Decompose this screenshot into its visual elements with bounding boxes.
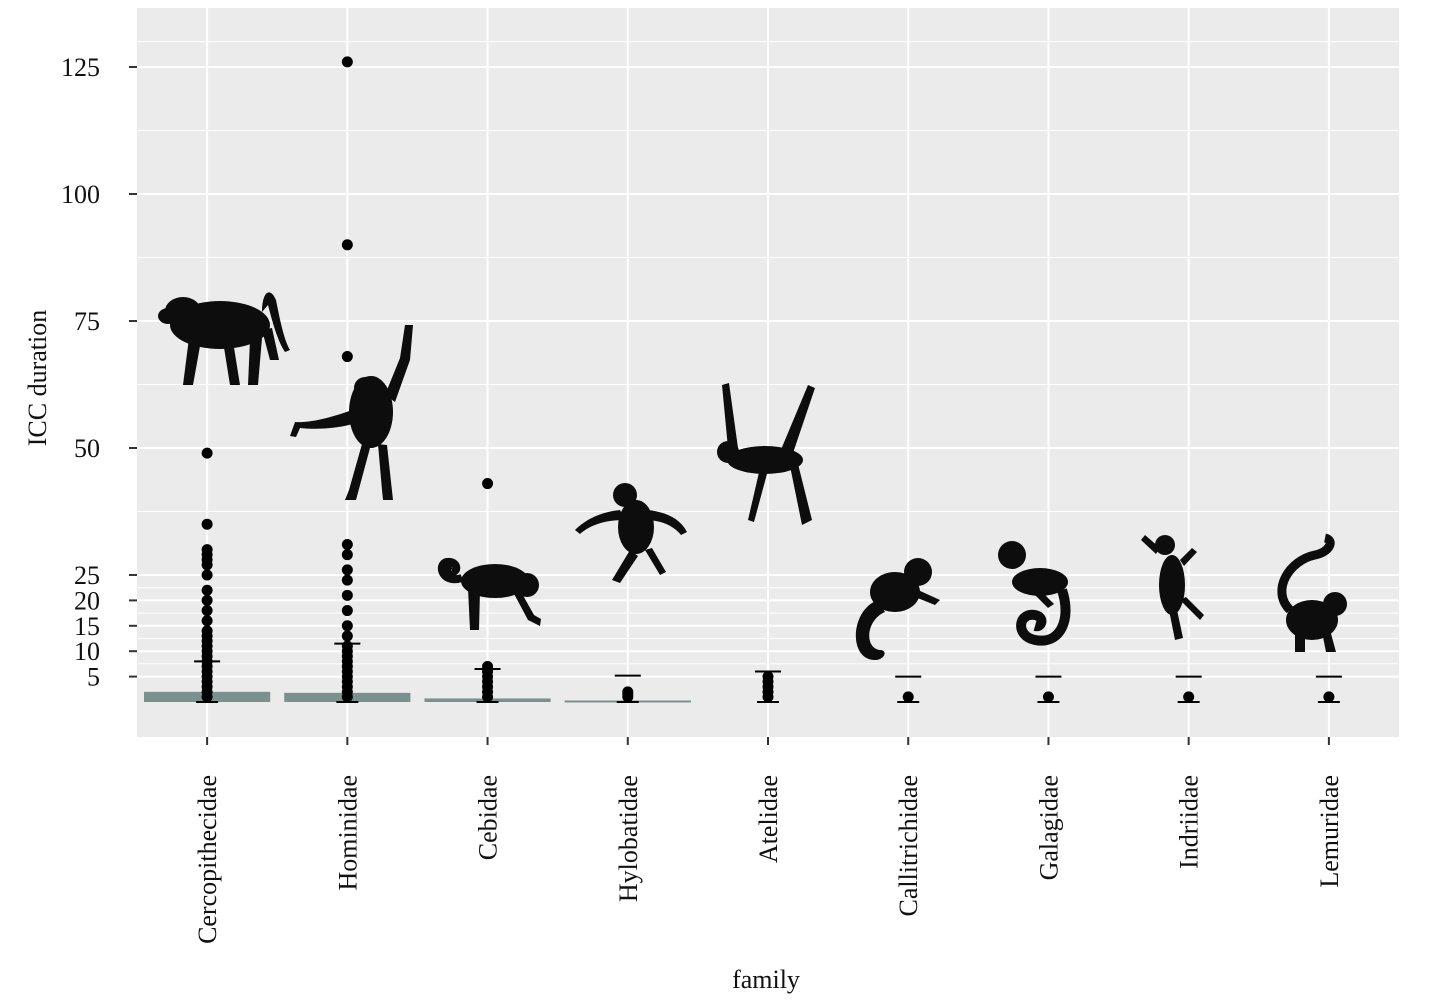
point-0-0: [201, 447, 213, 459]
point-1-0: [341, 56, 353, 68]
point-4-4: [762, 691, 774, 703]
y-tick-marks: [129, 66, 137, 678]
x-tick-label-1: Hominidae: [333, 775, 362, 891]
point-2-7: [482, 691, 494, 703]
point-0-8: [201, 594, 213, 606]
point-1-6: [341, 574, 353, 586]
y-tick-label-5: 50: [74, 434, 100, 463]
mean-markers: [194, 642, 1342, 703]
y-tick-label-0: 5: [87, 663, 100, 692]
y-tick-label-7: 100: [61, 180, 100, 209]
x-axis-title: family: [732, 965, 800, 994]
point-0-1: [201, 518, 213, 530]
x-tick-label-4: Atelidae: [754, 775, 783, 863]
point-0-24: [201, 691, 213, 703]
gibbon-silhouette: [575, 483, 687, 583]
point-1-5: [341, 564, 353, 576]
x-tick-label-8: Lemuridae: [1315, 775, 1344, 888]
capuchin-silhouette: [437, 558, 541, 630]
point-0-6: [201, 569, 213, 581]
point-1-7: [341, 589, 353, 601]
point-0-10: [201, 615, 213, 627]
galago-silhouette: [998, 541, 1071, 646]
x-tick-label-0: Cercopithecidae: [193, 775, 222, 944]
point-0-5: [201, 559, 213, 571]
point-8-0: [1323, 691, 1335, 703]
point-1-9: [341, 620, 353, 632]
baboon-silhouette: [158, 292, 290, 385]
y-tick-label-4: 25: [74, 561, 100, 590]
ring-tailed-lemur-silhouette: [1277, 533, 1347, 652]
point-1-8: [341, 605, 353, 617]
point-1-3: [341, 539, 353, 551]
point-6-0: [1042, 691, 1054, 703]
y-tick-label-6: 75: [74, 307, 100, 336]
x-tick-label-3: Hylobatidae: [614, 775, 643, 902]
sifaka-silhouette: [1141, 535, 1204, 640]
point-1-10: [341, 630, 353, 642]
y-tick-label-3: 20: [74, 586, 100, 615]
point-0-7: [201, 584, 213, 596]
marmoset-silhouette: [855, 558, 940, 660]
y-tick-label-2: 15: [74, 612, 100, 641]
point-5-0: [902, 691, 914, 703]
x-tick-label-6: Galagidae: [1034, 775, 1063, 880]
spider-monkey-silhouette: [717, 383, 815, 525]
x-tick-marks: [206, 737, 1330, 745]
point-7-0: [1183, 691, 1195, 703]
x-tick-label-5: Callitrichidae: [894, 775, 923, 917]
point-1-1: [341, 239, 353, 251]
y-tick-label-1: 10: [74, 637, 100, 666]
point-1-21: [341, 691, 353, 703]
point-0-9: [201, 605, 213, 617]
x-tick-labels: Cercopithecidae Hominidae Cebidae Hylobatid…: [193, 775, 1344, 944]
x-tick-label-7: Indriidae: [1175, 775, 1204, 869]
y-axis-title: ICC duration: [23, 310, 52, 447]
point-1-4: [341, 549, 353, 561]
points: [201, 56, 1335, 703]
point-1-2: [341, 351, 353, 363]
point-2-0: [482, 478, 494, 490]
orangutan-silhouette: [290, 325, 413, 500]
x-tick-label-2: Cebidae: [474, 775, 503, 860]
point-3-2: [622, 691, 634, 703]
y-tick-label-8: 125: [61, 53, 100, 82]
